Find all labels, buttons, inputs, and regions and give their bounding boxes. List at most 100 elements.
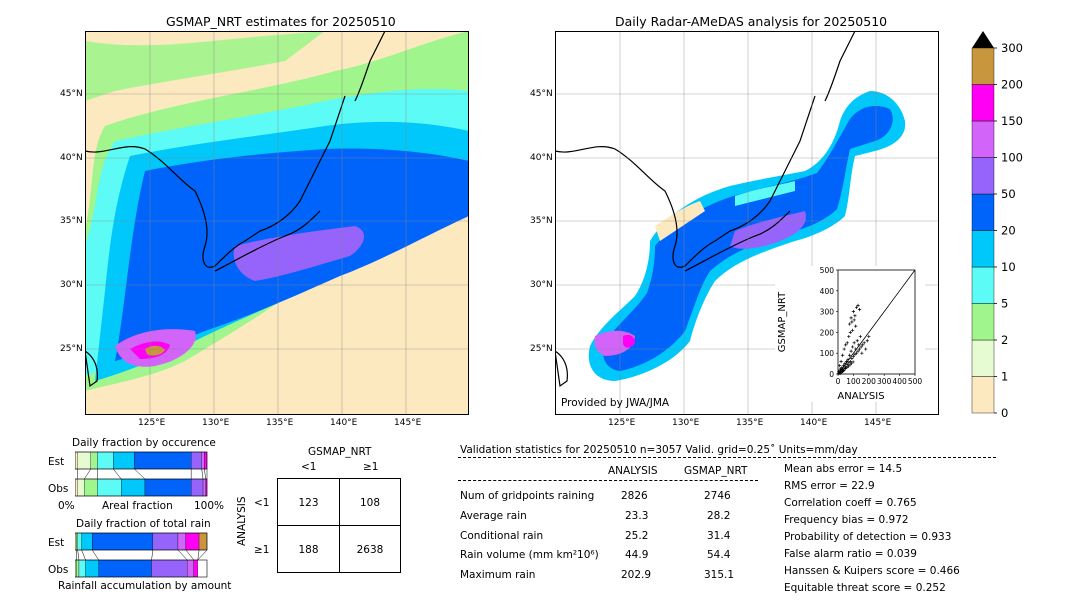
colorbar-label: 0 [1001, 406, 1008, 418]
left-map [85, 31, 469, 415]
scatter-point [841, 353, 845, 357]
stacked-bar-segment [198, 532, 208, 551]
scatter-point [856, 349, 860, 353]
stacked-bar-segment [84, 478, 98, 497]
right-lat-45: 45°N [530, 89, 553, 99]
stacked-bar-segment [191, 451, 202, 470]
val-row-4-gsmap: 315.1 [704, 569, 735, 581]
occurrence-chart [75, 451, 208, 497]
stacked-bar-frame [75, 559, 208, 578]
occurrence-xlabel-mid: Areal fraction [102, 500, 173, 512]
scatter-point [848, 363, 852, 367]
val-row-4-analysis: 202.9 [621, 569, 652, 581]
scatter-point [854, 347, 858, 351]
colorbar-label: 1 [1001, 370, 1008, 384]
scatter-point [850, 320, 854, 324]
scatter-point [847, 334, 851, 339]
val-row-2-label: Conditional rain [460, 530, 544, 542]
scatter-point [845, 341, 849, 345]
score-6: Hanssen & Kuipers score = 0.466 [784, 565, 960, 577]
scatter-point [854, 305, 859, 310]
scatter-point [854, 351, 859, 355]
stacked-bar-connector [113, 468, 122, 480]
scatter-point [847, 322, 852, 326]
right-lat-25: 25°N [530, 344, 553, 354]
stacked-bar-segment [191, 478, 204, 497]
scatter-ytick-label: 200 [820, 328, 835, 337]
colorbar: 0 1 2 5 10 20 50 100 150 200 300 [971, 31, 1023, 418]
right-map-title: Daily Radar-AMeDAS analysis for 20250510 [615, 14, 888, 29]
score-7: Equitable threat score = 0.252 [784, 582, 946, 594]
scatter-point [850, 356, 854, 360]
right-lon-135: 135°E [736, 418, 764, 428]
left-lon-145: 145°E [394, 418, 422, 428]
colorbar-label: 100 [1001, 151, 1023, 165]
left-lon-125: 125°E [138, 418, 166, 428]
right-lon-145: 145°E [864, 418, 892, 428]
validation-divider [458, 457, 996, 458]
scatter-point [851, 328, 855, 332]
scatter-point [848, 330, 852, 334]
colorbar-cell [971, 47, 995, 85]
stacked-bar-segment [201, 451, 205, 470]
val-row-0-label: Num of gridpoints raining [460, 490, 595, 502]
left-lat-35: 35°N [60, 216, 83, 226]
scatter-xtick-label: 300 [877, 377, 892, 386]
validation-col-analysis: ANALYSIS [608, 465, 658, 477]
scatter-xtick-label: 200 [862, 377, 877, 386]
colorbar-cell [971, 266, 995, 304]
score-1: RMS error = 22.9 [784, 480, 875, 492]
scatter-point [855, 339, 859, 343]
left-lat-30: 30°N [60, 280, 83, 290]
scatter-point [851, 345, 855, 349]
val-row-3-analysis: 44.9 [625, 549, 649, 561]
right-lon-130: 130°E [672, 418, 700, 428]
val-row-1-analysis: 23.3 [625, 510, 649, 522]
contingency-cell-0-0: 123 [298, 497, 319, 509]
stacked-bar-segment [121, 478, 146, 497]
scatter-point [839, 367, 843, 371]
contingency-cell-1-1: 2638 [356, 544, 384, 556]
occurrence-xlabel-0: 0% [58, 500, 75, 512]
contingency-title: GSMAP_NRT [308, 446, 372, 458]
stacked-bar-connector [151, 549, 154, 561]
contingency-row-0: <1 [254, 497, 270, 509]
stacked-bar-segment [77, 451, 91, 470]
stacked-bar-connector [177, 549, 188, 561]
stacked-bar-segment [202, 478, 206, 497]
scatter-ylabel: GSMAP_NRT [777, 291, 788, 352]
stacked-bar-connector [134, 468, 146, 480]
scatter-point [852, 341, 856, 345]
scatter-point [841, 364, 845, 368]
colorbar-extend-arrow [972, 31, 994, 48]
scatter-point [864, 347, 868, 351]
right-map [555, 31, 939, 415]
stacked-bar-frame [75, 532, 208, 551]
colorbar-label: 20 [1001, 224, 1016, 238]
val-row-1-gsmap: 28.2 [707, 510, 731, 522]
scatter-point [846, 357, 850, 362]
score-4: Probability of detection = 0.933 [784, 531, 952, 543]
scatter-xtick-label: 0 [836, 377, 841, 386]
stacked-bar-segment [77, 532, 82, 551]
provider-note: Provided by JWA/JMA [561, 397, 670, 409]
stacked-bar-segment [85, 559, 99, 578]
occurrence-title: Daily fraction by occurence [72, 437, 216, 449]
scatter-point [861, 343, 865, 347]
colorbar-cell [971, 303, 995, 341]
colorbar-label: 5 [1001, 297, 1008, 311]
stacked-bar-segment [185, 532, 200, 551]
colorbar-cell [971, 230, 995, 268]
colorbar-cell [971, 193, 995, 231]
stacked-bar-segment [75, 478, 78, 497]
scatter-ytick-label: 400 [820, 287, 835, 296]
rain-fraction-title: Daily fraction of total rain [76, 518, 211, 530]
colorbar-label: 200 [1001, 78, 1023, 92]
stacked-bar-segment [97, 478, 122, 497]
scatter-point [839, 370, 843, 374]
stacked-bar-connector [84, 468, 92, 480]
stacked-bar-segment [75, 451, 78, 470]
scatter-xtick-label: 100 [846, 377, 861, 386]
occurrence-obs-label: Obs [48, 483, 69, 495]
scatter-point [865, 339, 869, 343]
